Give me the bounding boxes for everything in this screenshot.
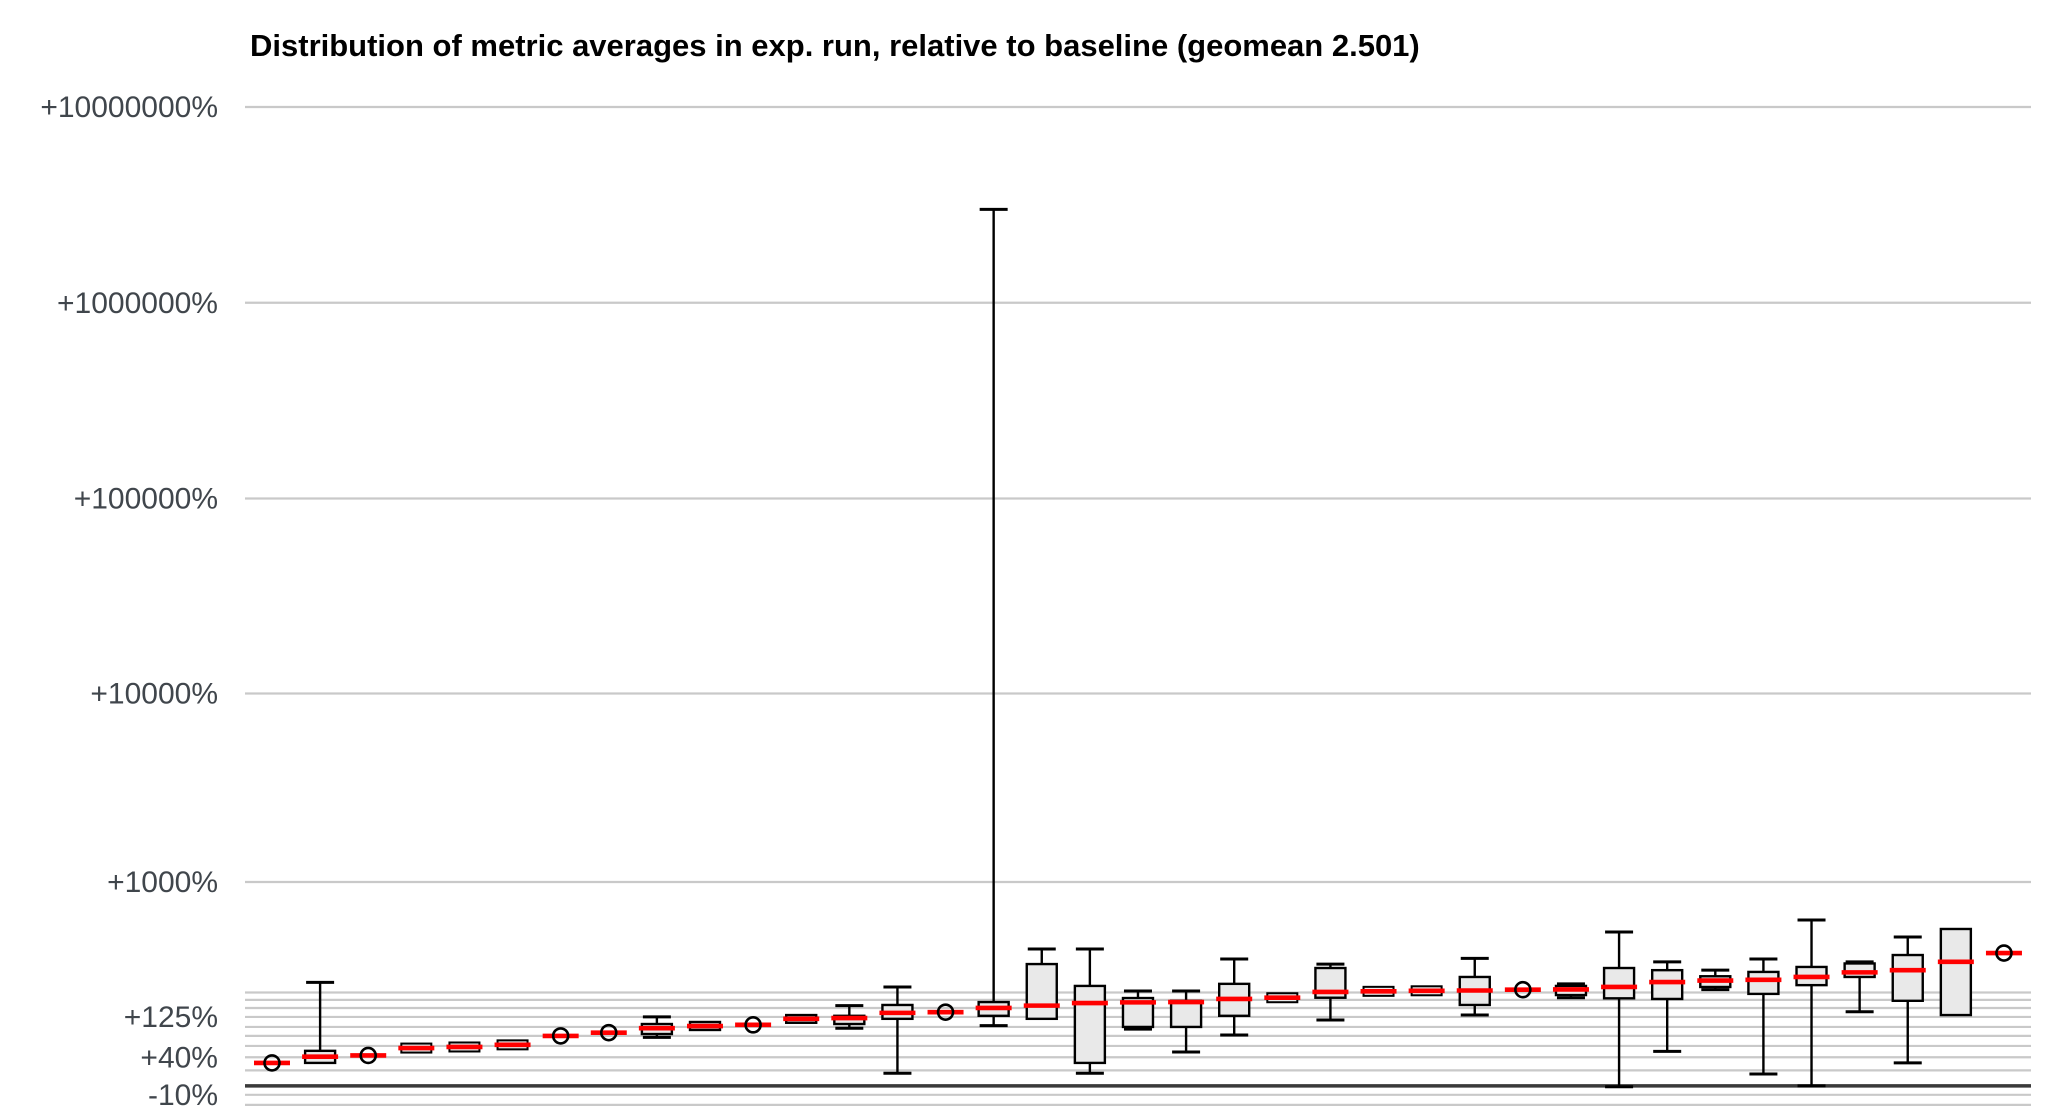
box-body [1891,953,1924,1002]
y-axis-tick-label: +1000% [107,866,218,899]
box-body [1602,966,1636,1000]
flier-circle [599,1023,618,1042]
y-axis-tick-label: +40% [140,1041,218,1074]
flier-circle [744,1016,762,1034]
flier-circle [1995,944,2013,962]
y-axis-tick-label: -10% [148,1079,218,1112]
y-axis-tick-label: +125% [124,1001,218,1034]
flier-circle [263,1054,281,1072]
chart-title: Distribution of metric averages in exp. … [250,28,1420,63]
y-axis-tick-label: +10000000% [40,91,218,124]
box-body [1939,927,1973,1017]
box-body [1025,962,1058,1021]
box-body [1747,970,1780,996]
box-body [1073,984,1107,1065]
flier-circle [551,1027,570,1045]
flier-circle [359,1046,378,1065]
box-body [1650,968,1684,1001]
flier-circle [1514,980,1532,999]
flier-circle [936,1003,955,1021]
y-axis-tick-label: +100000% [74,482,218,515]
box-body [1169,999,1203,1029]
y-axis-tick-label: +10000% [90,677,218,710]
y-axis-tick-label: +1000000% [57,287,218,320]
